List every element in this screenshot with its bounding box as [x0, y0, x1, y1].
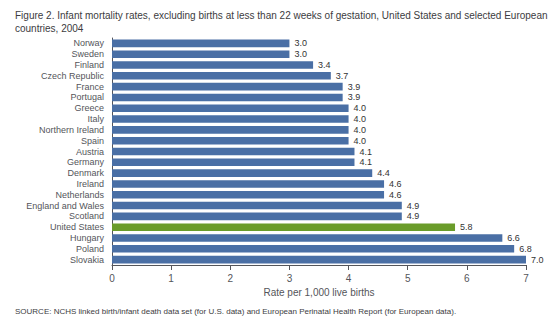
svg-text:Scotland: Scotland — [69, 211, 104, 221]
svg-text:Netherlands: Netherlands — [55, 190, 104, 200]
svg-text:Finland: Finland — [74, 60, 104, 70]
svg-text:United States: United States — [50, 222, 105, 232]
svg-text:Sweden: Sweden — [71, 49, 104, 59]
svg-text:3.4: 3.4 — [318, 60, 331, 70]
svg-text:Denmark: Denmark — [67, 168, 104, 178]
svg-text:4.0: 4.0 — [354, 136, 367, 146]
svg-text:Rate per 1,000 live births: Rate per 1,000 live births — [263, 287, 374, 298]
svg-text:4.1: 4.1 — [359, 157, 372, 167]
svg-text:Portugal: Portugal — [70, 92, 104, 102]
svg-text:5.8: 5.8 — [460, 222, 473, 232]
svg-text:Spain: Spain — [81, 136, 104, 146]
svg-text:Northern Ireland: Northern Ireland — [39, 125, 104, 135]
svg-text:3.0: 3.0 — [294, 49, 307, 59]
svg-text:3.0: 3.0 — [294, 38, 307, 48]
svg-text:4.0: 4.0 — [354, 125, 367, 135]
svg-text:France: France — [76, 82, 104, 92]
svg-text:5: 5 — [405, 273, 411, 284]
svg-text:4: 4 — [346, 273, 352, 284]
svg-text:3: 3 — [287, 273, 293, 284]
svg-text:2: 2 — [228, 273, 234, 284]
svg-text:Germany: Germany — [67, 157, 105, 167]
svg-text:1: 1 — [168, 273, 174, 284]
svg-text:Hungary: Hungary — [70, 233, 105, 243]
svg-text:Austria: Austria — [76, 147, 104, 157]
svg-text:Poland: Poland — [76, 244, 104, 254]
svg-text:3.9: 3.9 — [348, 92, 361, 102]
svg-text:6.8: 6.8 — [519, 244, 532, 254]
svg-text:6.6: 6.6 — [507, 233, 520, 243]
svg-text:4.9: 4.9 — [407, 211, 420, 221]
svg-text:4.1: 4.1 — [359, 147, 372, 157]
svg-text:Greece: Greece — [74, 103, 104, 113]
svg-text:3.9: 3.9 — [348, 82, 361, 92]
svg-text:Italy: Italy — [87, 114, 104, 124]
svg-text:4.0: 4.0 — [354, 103, 367, 113]
svg-text:England and Wales: England and Wales — [26, 201, 104, 211]
svg-text:4.4: 4.4 — [377, 168, 390, 178]
svg-text:Czech Republic: Czech Republic — [41, 71, 105, 81]
svg-text:SOURCE: NCHS linked birth/infa: SOURCE: NCHS linked birth/infant death d… — [15, 307, 456, 316]
svg-text:4.9: 4.9 — [407, 201, 420, 211]
svg-text:7: 7 — [523, 273, 529, 284]
svg-text:7.0: 7.0 — [531, 255, 544, 265]
svg-text:3.7: 3.7 — [336, 71, 349, 81]
svg-text:0: 0 — [109, 273, 115, 284]
svg-text:6: 6 — [464, 273, 470, 284]
svg-text:Ireland: Ireland — [76, 179, 104, 189]
svg-text:countries, 2004: countries, 2004 — [15, 23, 84, 34]
svg-text:Slovakia: Slovakia — [70, 255, 104, 265]
svg-text:4.0: 4.0 — [354, 114, 367, 124]
svg-text:4.6: 4.6 — [389, 190, 402, 200]
svg-text:4.6: 4.6 — [389, 179, 402, 189]
svg-text:Norway: Norway — [73, 38, 104, 48]
svg-text:Figure 2. Infant mortality rat: Figure 2. Infant mortality rates, exclud… — [15, 10, 550, 21]
